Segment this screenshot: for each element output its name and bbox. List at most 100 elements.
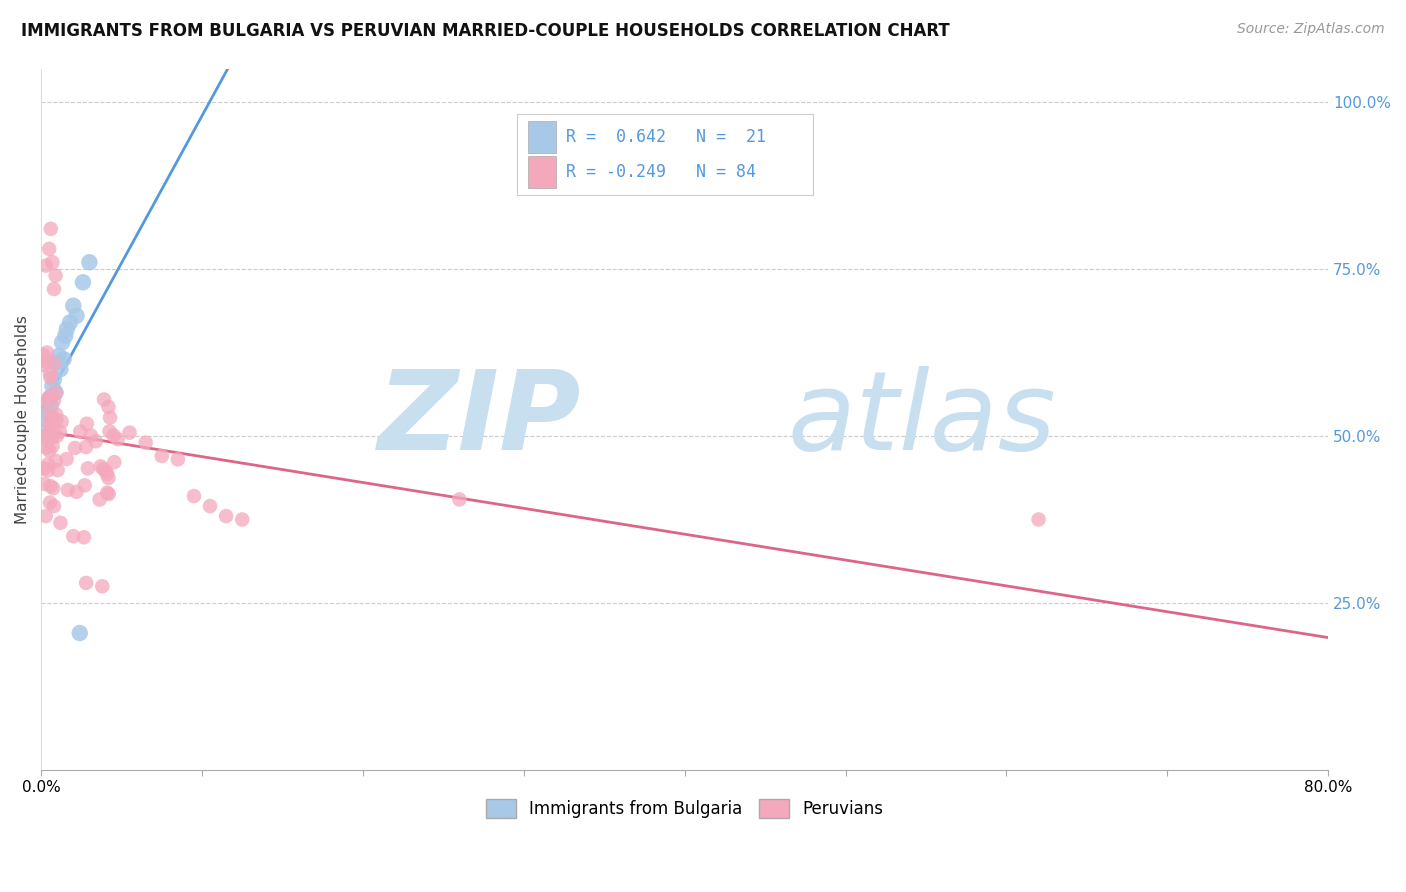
Point (103, 455, 125, 469)
Point (37, 457, 59, 471)
Text: Source: ZipAtlas.com: Source: ZipAtlas.com (1237, 22, 1385, 37)
Point (91, 579, 114, 593)
Point (35, 345, 58, 359)
Point (38, 417, 60, 432)
Point (80, 428, 103, 442)
Point (107, 432, 129, 446)
Point (135, 435, 157, 450)
Point (51, 335, 73, 350)
Point (45, 408, 67, 422)
Point (39, 399, 62, 413)
Point (38, 242, 60, 256)
Point (76, 461, 98, 475)
Point (198, 499, 221, 513)
Y-axis label: Married-couple Households: Married-couple Households (15, 315, 30, 524)
Point (75, 576, 97, 591)
Point (49, 516, 72, 530)
Point (45, 385, 67, 400)
Point (215, 509, 238, 524)
Point (35, 412, 58, 426)
Point (35, 441, 58, 455)
Point (63, 441, 86, 455)
Point (45, 413, 67, 427)
Point (32, 398, 55, 412)
Point (34, 476, 56, 491)
Text: atlas: atlas (787, 366, 1056, 473)
Point (166, 452, 188, 467)
Point (65, 309, 87, 323)
Point (73, 478, 96, 492)
Point (118, 425, 141, 440)
Point (76, 417, 98, 431)
Point (93, 392, 115, 407)
Legend: Immigrants from Bulgaria, Peruvians: Immigrants from Bulgaria, Peruvians (479, 792, 890, 825)
Point (41, 439, 63, 453)
Point (449, 492, 471, 507)
Point (97, 487, 120, 501)
Point (39, 410, 62, 425)
Point (39, 222, 62, 236)
Bar (527, 121, 555, 153)
Point (97, 400, 120, 414)
Point (32, 348, 55, 362)
Point (53, 328, 76, 343)
Point (32, 461, 55, 475)
Point (45, 429, 67, 443)
Point (37, 406, 59, 420)
Point (73, 530, 96, 544)
Point (41, 255, 63, 269)
Point (65, 484, 87, 499)
Point (97, 471, 120, 485)
Text: R =  0.642   N =  21: R = 0.642 N = 21 (567, 128, 766, 146)
Text: IMMIGRANTS FROM BULGARIA VS PERUVIAN MARRIED-COUPLE HOUSEHOLDS CORRELATION CHART: IMMIGRANTS FROM BULGARIA VS PERUVIAN MAR… (21, 22, 950, 40)
Point (42, 372, 65, 386)
Point (34, 354, 56, 368)
FancyBboxPatch shape (517, 114, 813, 194)
Point (59, 315, 82, 329)
Point (38, 392, 60, 407)
Point (103, 428, 125, 442)
Point (69, 425, 91, 439)
Point (72, 275, 94, 289)
Point (96, 485, 118, 500)
Point (49, 362, 72, 376)
Point (42, 419, 65, 434)
Point (39, 495, 62, 509)
Text: ZIP: ZIP (378, 366, 582, 473)
Point (52, 352, 75, 367)
Point (75, 440, 97, 454)
Point (96, 467, 118, 481)
Point (150, 449, 173, 463)
Point (69, 626, 91, 640)
Point (62, 529, 84, 543)
Point (183, 489, 205, 503)
Point (79, 255, 101, 269)
Point (45, 454, 67, 468)
Point (46, 355, 69, 369)
Point (35, 509, 58, 524)
Point (44, 356, 66, 370)
Point (38, 391, 60, 405)
Point (56, 483, 79, 497)
Point (62, 299, 84, 313)
Point (37, 463, 59, 477)
Point (93, 462, 115, 476)
Point (55, 452, 77, 467)
Point (38, 425, 60, 439)
Point (98, 410, 121, 425)
Point (37, 434, 59, 449)
Point (39, 367, 62, 381)
Point (42, 481, 65, 495)
Point (35, 428, 58, 442)
Point (90, 459, 112, 474)
Point (39, 479, 62, 493)
Point (42, 282, 65, 296)
Point (42, 393, 65, 408)
Point (45, 386, 67, 401)
Point (48, 349, 70, 363)
Point (49, 425, 72, 439)
Point (51, 415, 73, 429)
Point (46, 463, 69, 477)
Point (94, 465, 117, 479)
Point (39, 370, 62, 384)
